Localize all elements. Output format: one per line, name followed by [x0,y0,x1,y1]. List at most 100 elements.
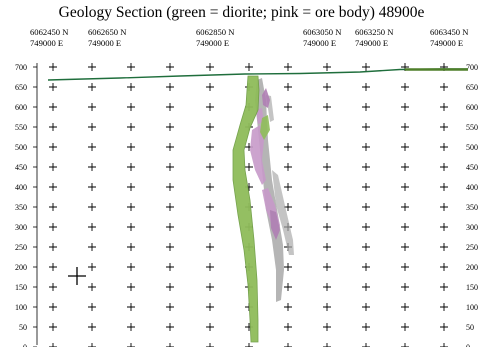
grid-cross [166,303,174,311]
easting-label: 749000 E [355,38,389,48]
elevation-label-left: 150 [15,283,27,292]
grid-label: 6063050 N 749000 E [303,27,341,49]
grid-cross [362,283,370,291]
elevation-label-right: 400 [466,183,478,192]
grid-cross [284,123,292,131]
grid-cross [401,163,409,171]
grid-cross [127,63,135,71]
elevation-label-left: 100 [15,303,27,312]
elevation-label-right: 150 [466,283,478,292]
grid-cross-marks [33,63,448,347]
northing-label: 6063250 N [355,27,394,37]
grid-cross [88,203,96,211]
grid-cross [440,163,448,171]
grid-cross [49,223,57,231]
grid-cross [401,323,409,331]
grid-cross [88,283,96,291]
grid-cross [323,103,331,111]
grid-cross [166,103,174,111]
grid-label: 6063250 N 749000 E [355,27,393,49]
grid-cross [440,263,448,271]
grid-label: 6063450 N 749000 E [430,27,468,49]
grid-cross [166,163,174,171]
easting-label: 749000 E [303,38,337,48]
elevation-label-left: 350 [15,203,27,212]
grid-cross [284,323,292,331]
grid-cross [127,263,135,271]
elevation-labels-right: 7006506005505004504003503002502001501005… [466,63,478,347]
grid-cross [49,143,57,151]
grid-cross [323,343,331,347]
grid-cross [323,323,331,331]
grid-cross [49,243,57,251]
elevation-label-right: 50 [466,323,474,332]
grid-cross [88,323,96,331]
grid-cross [440,103,448,111]
grid-cross [206,123,214,131]
grid-cross [323,283,331,291]
grid-cross [127,303,135,311]
grid-cross [88,343,96,347]
elevation-label-right: 600 [466,103,478,112]
grid-cross [362,343,370,347]
grid-cross [206,203,214,211]
grid-cross [362,263,370,271]
elevation-label-left: 450 [15,163,27,172]
grid-cross [49,183,57,191]
elevation-label-right: 550 [466,123,478,132]
grid-cross [284,103,292,111]
grid-cross [284,63,292,71]
grid-cross [127,323,135,331]
grid-cross [401,183,409,191]
grid-cross [440,323,448,331]
grid-cross [401,283,409,291]
grid-cross [88,143,96,151]
elevation-label-left: 500 [15,143,27,152]
elevation-label-right: 300 [466,223,478,232]
grid-cross [127,223,135,231]
grid-cross [127,203,135,211]
northing-label: 6062450 N [30,27,69,37]
grid-cross [166,243,174,251]
grid-cross [206,323,214,331]
grid-cross [440,123,448,131]
grid-cross [401,143,409,151]
grid-cross [49,303,57,311]
grid-cross [362,203,370,211]
grid-cross [401,303,409,311]
grid-cross [323,183,331,191]
elevation-label-right: 650 [466,83,478,92]
grid-cross [127,123,135,131]
elevation-label-left: 550 [15,123,27,132]
elevation-label-right: 250 [466,243,478,252]
grid-cross [88,263,96,271]
grid-cross [88,123,96,131]
grid-cross [166,63,174,71]
grid-cross [245,63,253,71]
elevation-label-left: 650 [15,83,27,92]
grid-cross [362,123,370,131]
grid-cross [323,83,331,91]
grid-cross [88,303,96,311]
grid-cross [88,183,96,191]
grid-cross [401,123,409,131]
grid-cross [284,343,292,347]
grid-cross [362,143,370,151]
grid-cross [440,243,448,251]
grid-cross [323,263,331,271]
grid-cross [166,263,174,271]
grid-cross [284,203,292,211]
grid-cross [206,263,214,271]
grid-cross [166,123,174,131]
elevation-label-left: 600 [15,103,27,112]
grid-cross [440,203,448,211]
grid-cross [127,343,135,347]
grid-cross [440,223,448,231]
grid-cross [127,143,135,151]
grid-cross [362,63,370,71]
grid-cross [362,83,370,91]
grid-cross [49,123,57,131]
easting-label: 749000 E [430,38,464,48]
northing-label: 6062650 N [88,27,127,37]
grid-cross [440,343,448,347]
